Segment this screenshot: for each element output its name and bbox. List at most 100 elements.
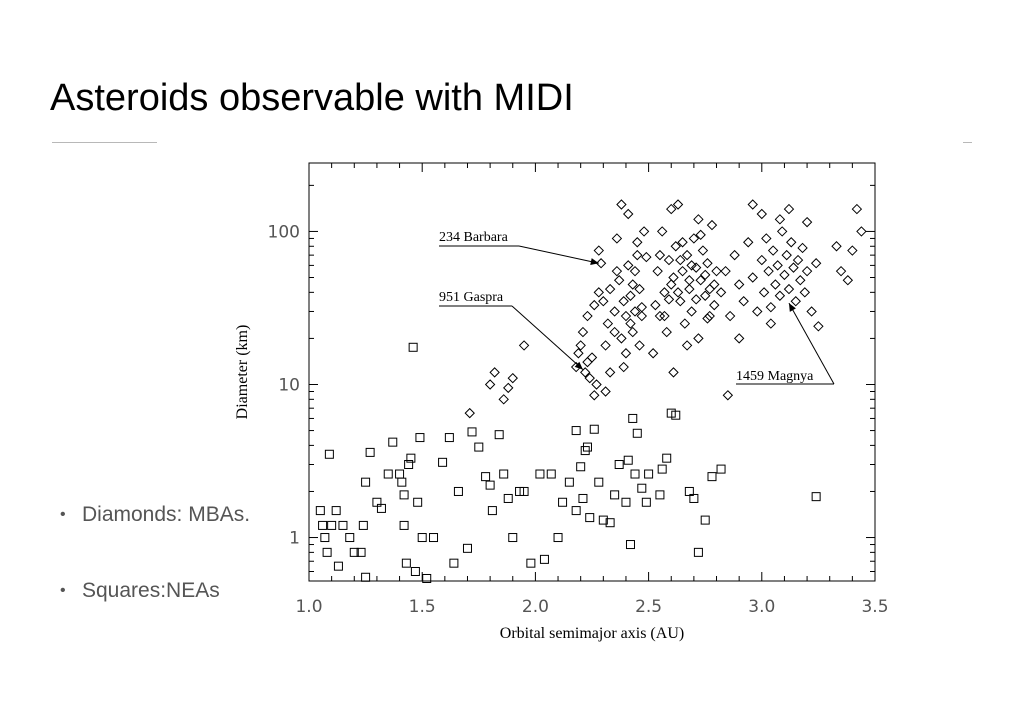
diamond-point <box>598 296 609 307</box>
diamond-point <box>779 269 790 281</box>
arrowhead-icon <box>590 258 599 265</box>
diamond-point <box>690 294 702 305</box>
diamond-point <box>752 306 763 317</box>
square-point <box>365 447 375 457</box>
diamond-point <box>656 226 668 237</box>
diamond-point <box>774 214 786 225</box>
square-point <box>388 437 398 447</box>
square-point <box>349 547 359 557</box>
bullet-list: • Diamonds: MBAs. • Squares:NEAs <box>60 500 250 614</box>
bullet-text: Squares:NEAs <box>82 579 220 602</box>
diamond-point <box>582 310 593 322</box>
square-point <box>383 469 393 479</box>
diamond-point <box>518 340 530 351</box>
bullet-item-squares: • Squares:NEAs <box>60 576 250 614</box>
x-axis-title: Orbital semimajor axis (AU) <box>500 625 684 642</box>
square-point <box>408 342 418 352</box>
diamond-point <box>604 367 616 378</box>
square-point <box>662 453 672 463</box>
diamond-point <box>770 279 781 290</box>
square-point <box>655 490 665 500</box>
diamond-point <box>611 265 623 277</box>
square-point <box>576 462 586 472</box>
diamond-point <box>498 394 509 405</box>
square-point <box>630 469 640 479</box>
square-point <box>657 464 667 474</box>
diamond-point <box>668 367 679 378</box>
diamond-point <box>647 348 659 359</box>
square-point <box>333 561 343 571</box>
y-tick-label: 10 <box>278 375 300 395</box>
diamond-point <box>690 262 702 273</box>
diamond-point <box>604 283 616 295</box>
diamond-point <box>774 290 786 301</box>
diamond-point <box>810 258 822 269</box>
square-point <box>503 493 513 503</box>
diamond-point <box>835 265 847 277</box>
square-point <box>376 503 386 513</box>
bullet-dot-icon: • <box>60 582 66 599</box>
bullet-text: Diamonds: MBAs. <box>82 503 251 526</box>
diamond-point <box>582 356 593 368</box>
diamond-point <box>747 272 758 283</box>
diamond-point <box>702 313 713 324</box>
diamond-point <box>758 287 770 298</box>
diamond-point <box>636 310 648 322</box>
diamond-point <box>484 379 496 390</box>
diamond-point <box>693 214 704 225</box>
diamond-point <box>623 260 634 271</box>
diamond-point <box>795 275 806 286</box>
square-point <box>558 497 568 507</box>
diamond-point <box>672 287 684 298</box>
square-point <box>666 408 676 418</box>
diamond-point <box>747 199 758 210</box>
diamond-point <box>616 199 627 210</box>
diamond-point <box>786 237 797 248</box>
square-point <box>406 453 416 463</box>
diamond-point <box>620 348 632 359</box>
square-point <box>580 446 590 456</box>
square-point <box>467 427 477 437</box>
square-point <box>417 533 427 543</box>
square-point <box>438 457 448 467</box>
diamond-point <box>681 340 693 351</box>
diamond-point <box>666 279 677 290</box>
diamond-point <box>720 265 731 277</box>
square-point <box>474 442 484 452</box>
diamond-point <box>847 245 858 256</box>
title-underline-left <box>52 142 157 143</box>
diamond-point <box>600 386 611 397</box>
diamond-point <box>609 326 620 338</box>
title-underline-right <box>963 142 972 143</box>
diamond-point <box>589 390 600 401</box>
diamond-point <box>801 265 813 277</box>
square-point <box>397 477 407 487</box>
diamond-point <box>684 275 695 286</box>
square-point <box>481 472 491 482</box>
diamond-point <box>623 208 634 220</box>
y-axis-title: Diameter (km) <box>234 325 251 420</box>
diamond-point <box>632 249 643 261</box>
square-point <box>564 477 574 487</box>
square-point <box>589 424 599 434</box>
square-point <box>422 573 432 583</box>
diamond-point <box>856 226 867 237</box>
x-tick-label: 1.0 <box>295 597 322 617</box>
diamond-point <box>693 333 704 344</box>
diamond-point <box>765 318 777 329</box>
diamond-point <box>679 318 691 329</box>
diamond-point <box>659 310 670 322</box>
diamond-point <box>573 348 584 359</box>
square-point <box>372 497 382 507</box>
square-point <box>526 558 536 568</box>
square-point <box>429 533 439 543</box>
diamond-point <box>733 333 745 344</box>
diamond-point <box>702 258 713 269</box>
diamond-point <box>609 306 620 317</box>
diamond-point <box>711 265 722 277</box>
diamond-point <box>618 296 629 307</box>
diamond-point <box>783 203 795 215</box>
diamond-point <box>761 233 772 244</box>
square-point <box>707 472 717 482</box>
diamond-point <box>577 326 589 338</box>
